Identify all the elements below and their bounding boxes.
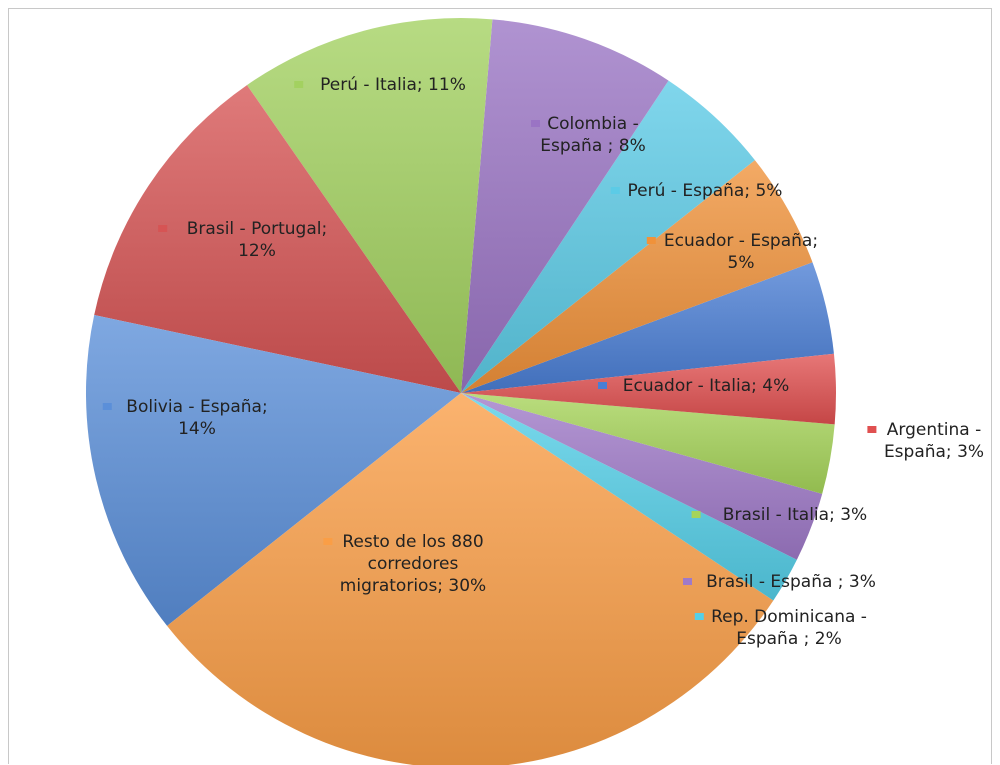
pie-slice bbox=[85, 315, 461, 626]
pie-labels: Ecuador - Italia; 4% Ecuador - España; 5% P… bbox=[102, 75, 984, 649]
pie-slice bbox=[461, 80, 755, 394]
slice-label: Colombia -España ; 8% bbox=[540, 114, 646, 156]
pie-slice bbox=[461, 393, 835, 494]
pie-slice bbox=[461, 262, 834, 393]
pie-slice bbox=[461, 160, 813, 393]
slice-label: Argentina -España; 3% bbox=[884, 420, 984, 462]
pie-slice bbox=[461, 393, 823, 560]
legend-marker bbox=[691, 511, 701, 518]
legend-marker bbox=[531, 120, 540, 127]
slice-label: Rep. Dominicana -España ; 2% bbox=[711, 607, 867, 649]
legend-marker bbox=[646, 237, 656, 244]
pie-slice bbox=[246, 18, 493, 394]
pie-slice bbox=[461, 19, 669, 393]
legend-marker bbox=[610, 187, 620, 194]
pie-slice bbox=[94, 85, 461, 393]
slice-label: Perú - España; 5% bbox=[628, 181, 783, 201]
legend-marker bbox=[323, 538, 333, 545]
slice-label: Perú - Italia; 11% bbox=[320, 75, 466, 95]
pie-chart: Ecuador - Italia; 4% Ecuador - España; 5% P… bbox=[85, 18, 984, 765]
legend-marker bbox=[294, 81, 304, 88]
pie-slice bbox=[461, 393, 797, 601]
chart-frame: Ecuador - Italia; 4% Ecuador - España; 5% P… bbox=[8, 8, 992, 765]
slice-label: Brasil - Portugal; 12% bbox=[187, 219, 327, 261]
slice-label: Brasil - Italia; 3% bbox=[723, 505, 867, 525]
slice-label: Ecuador - Italia; 4% bbox=[623, 376, 789, 396]
pie-slice bbox=[461, 353, 836, 425]
legend-marker bbox=[694, 613, 704, 620]
slice-label: Ecuador - España; 5% bbox=[664, 231, 818, 273]
slice-label: Bolivia - España; 14% bbox=[126, 397, 267, 439]
pie-slices bbox=[85, 18, 836, 765]
legend-marker bbox=[598, 382, 607, 389]
legend-marker bbox=[867, 426, 877, 433]
pie-slice bbox=[167, 393, 774, 765]
legend-marker bbox=[683, 578, 692, 585]
legend-marker bbox=[102, 403, 112, 410]
legend-marker bbox=[158, 225, 168, 232]
slice-label: Resto de los 880 corredores migratorios; 3… bbox=[340, 532, 486, 596]
slice-label: Brasil - España ; 3% bbox=[706, 572, 876, 592]
